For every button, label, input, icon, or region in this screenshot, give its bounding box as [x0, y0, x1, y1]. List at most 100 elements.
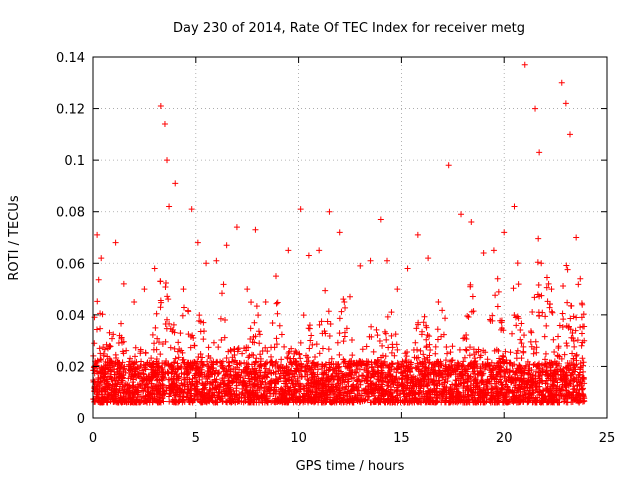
data-point [354, 376, 361, 383]
data-point [446, 399, 453, 406]
data-point [199, 398, 206, 405]
data-point [335, 364, 342, 371]
data-point [570, 337, 577, 344]
data-point [403, 377, 410, 384]
data-point [336, 315, 343, 322]
data-point [230, 375, 237, 382]
data-point [364, 361, 371, 368]
data-point [563, 387, 570, 394]
data-point [359, 346, 366, 353]
data-point [578, 342, 585, 349]
data-point [167, 344, 174, 351]
data-point [225, 388, 232, 395]
data-point [326, 208, 333, 215]
data-point [556, 322, 563, 329]
data-point [341, 333, 348, 340]
data-point [259, 378, 266, 385]
data-point [577, 275, 584, 282]
y-tick-label: 0.1 [64, 154, 85, 169]
data-point [579, 390, 586, 397]
data-point [548, 286, 555, 293]
data-point [288, 359, 295, 366]
data-point [127, 355, 134, 362]
data-point [307, 366, 314, 373]
data-point [384, 399, 391, 406]
data-point [117, 389, 124, 396]
data-point [234, 371, 241, 378]
data-point [106, 329, 113, 336]
data-point [535, 235, 542, 242]
data-point [387, 374, 394, 381]
data-point [226, 377, 233, 384]
data-point [403, 353, 410, 360]
data-point [379, 374, 386, 381]
data-point [409, 392, 416, 399]
data-point [232, 357, 239, 364]
data-point [460, 363, 467, 370]
data-point [316, 321, 323, 328]
data-point [343, 390, 350, 397]
data-point [340, 372, 347, 379]
data-point [539, 361, 546, 368]
data-point [105, 370, 112, 377]
data-point [239, 350, 246, 357]
data-point [422, 359, 429, 366]
data-point [166, 320, 173, 327]
data-point [342, 358, 349, 365]
data-point [194, 239, 201, 246]
data-point [245, 365, 252, 372]
data-point [573, 389, 580, 396]
data-point [101, 388, 108, 395]
data-point [301, 393, 308, 400]
data-point [394, 359, 401, 366]
data-point [187, 399, 194, 406]
data-point [251, 319, 258, 326]
data-point [320, 370, 327, 377]
data-point [367, 257, 374, 264]
data-point [477, 368, 484, 375]
data-point [255, 328, 262, 335]
data-point [423, 322, 430, 329]
data-point [131, 371, 138, 378]
data-point [179, 312, 186, 319]
data-point [129, 379, 136, 386]
data-point [243, 360, 250, 367]
data-point [420, 397, 427, 404]
data-point [368, 364, 375, 371]
data-point [377, 216, 384, 223]
data-point [494, 275, 501, 282]
data-point [290, 373, 297, 380]
data-point [272, 273, 279, 280]
data-point [521, 365, 528, 372]
data-point [398, 369, 405, 376]
data-point [281, 343, 288, 350]
data-point [164, 157, 171, 164]
data-point [337, 391, 344, 398]
data-point [227, 346, 234, 353]
data-point [525, 370, 532, 377]
data-point [234, 376, 241, 383]
data-point [580, 374, 587, 381]
data-point [253, 394, 260, 401]
data-point [243, 344, 250, 351]
data-point [181, 398, 188, 405]
data-point [578, 330, 585, 337]
data-point [231, 352, 238, 359]
data-point [120, 280, 127, 287]
data-point [220, 281, 227, 288]
data-point [367, 388, 374, 395]
data-point [434, 336, 441, 343]
plot-frame [92, 56, 608, 419]
data-point [556, 362, 563, 369]
data-point [501, 229, 508, 236]
data-point [378, 370, 385, 377]
data-point [200, 336, 207, 343]
data-point [471, 395, 478, 402]
data-point [573, 351, 580, 358]
data-point [196, 312, 203, 319]
data-point [418, 367, 425, 374]
data-point [506, 387, 513, 394]
data-point [425, 255, 432, 262]
data-point [137, 374, 144, 381]
data-point [547, 376, 554, 383]
